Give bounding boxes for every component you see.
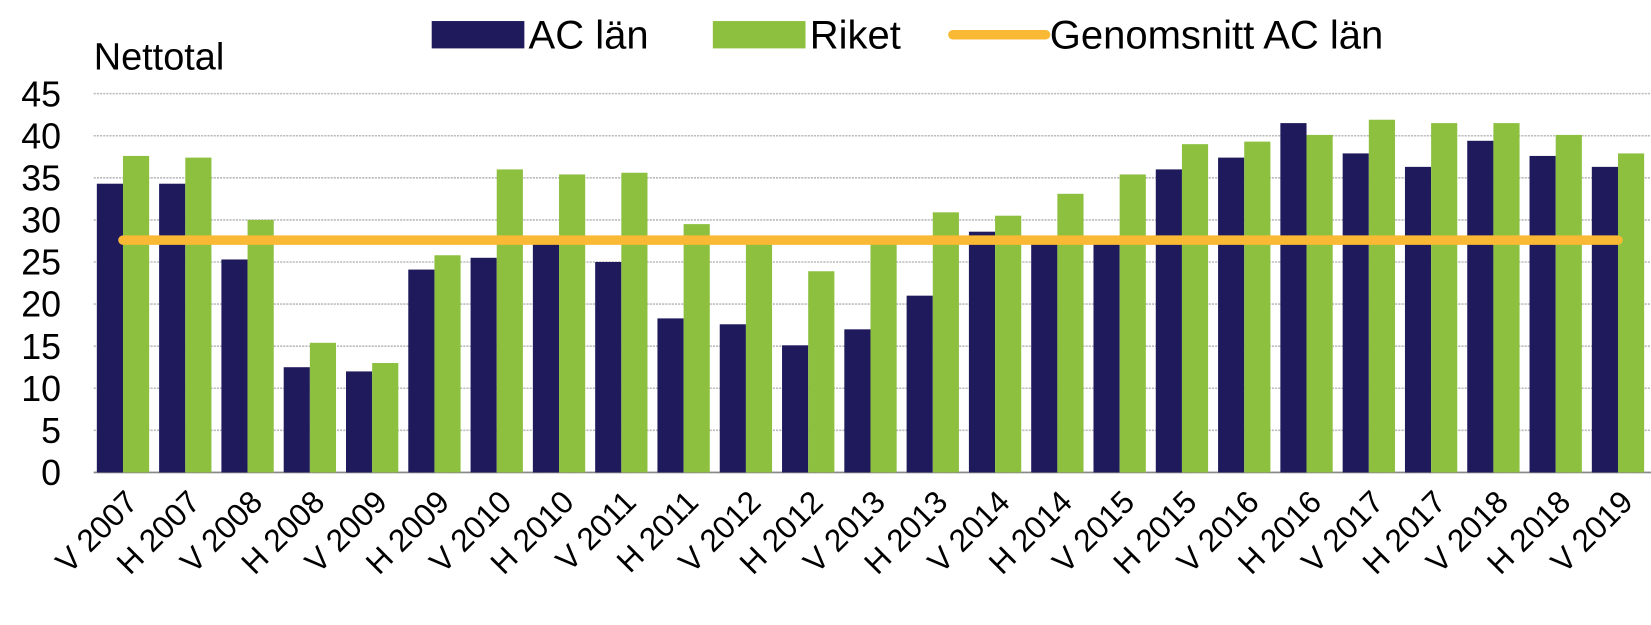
bar: [1493, 123, 1520, 473]
legend-swatch: [431, 21, 525, 49]
bar: [1342, 153, 1369, 473]
bar: [496, 169, 523, 473]
y-tick-label: 35: [21, 158, 61, 198]
bar: [247, 219, 274, 473]
bar: [221, 259, 248, 473]
bar: [96, 183, 123, 473]
bar: [1093, 240, 1120, 473]
bar: [185, 157, 212, 473]
bar: [1368, 119, 1395, 473]
bar: [844, 329, 871, 473]
bar: [1529, 155, 1556, 473]
bar: [595, 261, 622, 473]
y-tick-label: 45: [21, 74, 61, 114]
legend-label: Riket: [810, 13, 901, 57]
bar: [559, 174, 586, 473]
bar: [968, 231, 996, 473]
bar: [1617, 153, 1645, 473]
bar: [122, 155, 150, 473]
bar: [532, 244, 560, 473]
bar: [434, 255, 461, 473]
bar: [719, 324, 746, 473]
bar: [1031, 240, 1058, 473]
y-tick-label: 40: [21, 116, 61, 156]
legend-label: AC län: [529, 13, 649, 57]
bar: [1431, 123, 1458, 473]
bar: [932, 212, 959, 473]
bar: [309, 342, 337, 473]
bar: [906, 295, 933, 473]
bar: [1181, 144, 1209, 473]
y-tick-label: 0: [41, 453, 61, 493]
bar: [808, 271, 835, 473]
y-tick-label: 20: [21, 285, 61, 325]
bar: [408, 269, 435, 473]
bar: [345, 371, 373, 473]
bar: [470, 257, 497, 473]
legend-label: Genomsnitt AC län: [1050, 13, 1383, 57]
bar: [372, 363, 399, 473]
bar: [657, 318, 684, 473]
bar: [1155, 169, 1182, 473]
bar: [745, 238, 773, 473]
y-tick-label: 25: [21, 243, 61, 283]
bar: [283, 367, 310, 473]
bar: [1218, 157, 1245, 473]
bar: [683, 224, 710, 473]
y-tick-label: 30: [21, 201, 61, 241]
bar: [1119, 174, 1146, 473]
bar: [782, 345, 809, 473]
bar: [870, 238, 897, 473]
y-tick-label: 10: [21, 369, 61, 409]
bar: [1244, 141, 1271, 473]
bar: [621, 172, 648, 473]
bar: [1306, 134, 1333, 473]
bar: [159, 183, 186, 473]
bar: [1280, 123, 1307, 473]
bar: [995, 215, 1022, 473]
legend-swatch: [712, 21, 806, 49]
bar: [1555, 134, 1582, 473]
bar: [1467, 140, 1494, 473]
y-tick-label: 15: [21, 327, 61, 367]
bar: [1591, 166, 1618, 473]
y-axis-label: Nettotal: [94, 36, 225, 78]
bar: [1404, 166, 1432, 473]
y-tick-label: 5: [41, 411, 61, 451]
